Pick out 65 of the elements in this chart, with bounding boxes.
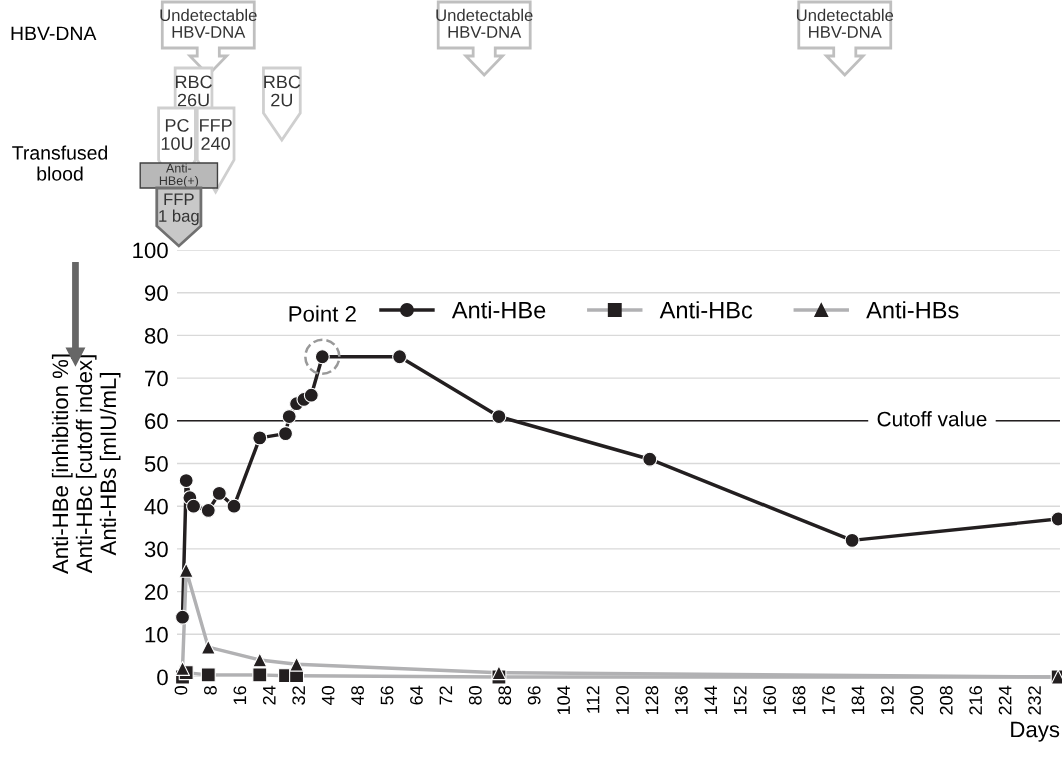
- y-tick-label: 40: [144, 498, 168, 515]
- x-tick-label: 40: [321, 686, 335, 705]
- y-tick-label: 30: [144, 541, 168, 558]
- y-tick-label: 20: [145, 584, 168, 600]
- point: [200, 639, 216, 655]
- x-tick-label: 64: [410, 685, 423, 705]
- y-tick-label: 90: [144, 285, 168, 301]
- legend-label: Anti-HBe: [451, 301, 546, 319]
- text: PC 10U: [161, 118, 193, 150]
- x-tick-label: 48: [351, 686, 364, 705]
- text: Undetectable HBV-DNA: [796, 8, 894, 38]
- x-tick-label: 184: [851, 685, 865, 715]
- x-tick-label: 216: [969, 686, 983, 715]
- x-tick-label: 200: [910, 686, 924, 715]
- x-tick-label: 152: [733, 686, 747, 715]
- x-tick-label: 56: [380, 686, 394, 705]
- point: [491, 665, 507, 681]
- point: [252, 652, 268, 668]
- text: FFP 1 bag: [159, 193, 199, 226]
- point: [252, 667, 268, 683]
- x-tick-label: 88: [498, 686, 512, 705]
- text: Undetectable HBV-DNA: [160, 8, 257, 38]
- text: FFP 240: [200, 119, 232, 150]
- x-tick-label: 144: [704, 685, 717, 715]
- y-tick-label: 60: [145, 413, 168, 430]
- point: [200, 667, 216, 683]
- x-axis-title: Days: [1011, 721, 1060, 742]
- y-tick-label: 50: [144, 456, 168, 472]
- x-tick-label: 224: [998, 685, 1012, 715]
- x-tick-label: 8: [204, 686, 217, 695]
- text: HBV-DNA: [11, 26, 97, 41]
- x-tick-label: 168: [792, 686, 806, 715]
- x-tick-label: 208: [939, 686, 953, 715]
- x-tick-label: 80: [468, 686, 482, 705]
- x-tick-label: 128: [645, 686, 659, 715]
- x-tick-label: 104: [557, 685, 570, 715]
- text: Anti- HBe(+): [159, 163, 199, 188]
- text: RBC 26U: [175, 75, 212, 107]
- point: [178, 562, 194, 578]
- y-tick-label: 10: [145, 626, 168, 643]
- point: [175, 660, 191, 676]
- x-tick-label: 120: [616, 686, 629, 715]
- x-tick-label: 32: [292, 686, 306, 705]
- y-tick-label: 100: [133, 242, 168, 259]
- point: [289, 656, 305, 672]
- x-tick-label: 136: [674, 686, 688, 715]
- legend-label: Anti-HBs: [866, 301, 959, 319]
- x-tick-label: 16: [233, 686, 247, 705]
- text: Transfused blood: [12, 145, 108, 181]
- ref-line-label: Cutoff value: [877, 411, 987, 427]
- y-tick-label: 80: [144, 327, 168, 344]
- x-tick-label: 72: [439, 686, 453, 705]
- x-tick-label: 112: [586, 686, 600, 713]
- x-tick-label: 192: [880, 686, 894, 715]
- x-tick-label: 176: [822, 686, 835, 715]
- annotation: Point 2: [289, 305, 356, 322]
- x-tick-label: 160: [763, 686, 777, 715]
- x-tick-label: 0: [174, 686, 188, 695]
- y-tick-label: 70: [145, 370, 168, 387]
- text: Undetectable HBV-DNA: [436, 8, 533, 38]
- x-tick-label: 232: [1028, 686, 1041, 715]
- x-tick-label: 96: [527, 686, 541, 705]
- x-tick-label: 24: [262, 685, 276, 705]
- legend-label: Anti-HBc: [659, 301, 753, 319]
- text: RBC 2U: [264, 75, 301, 107]
